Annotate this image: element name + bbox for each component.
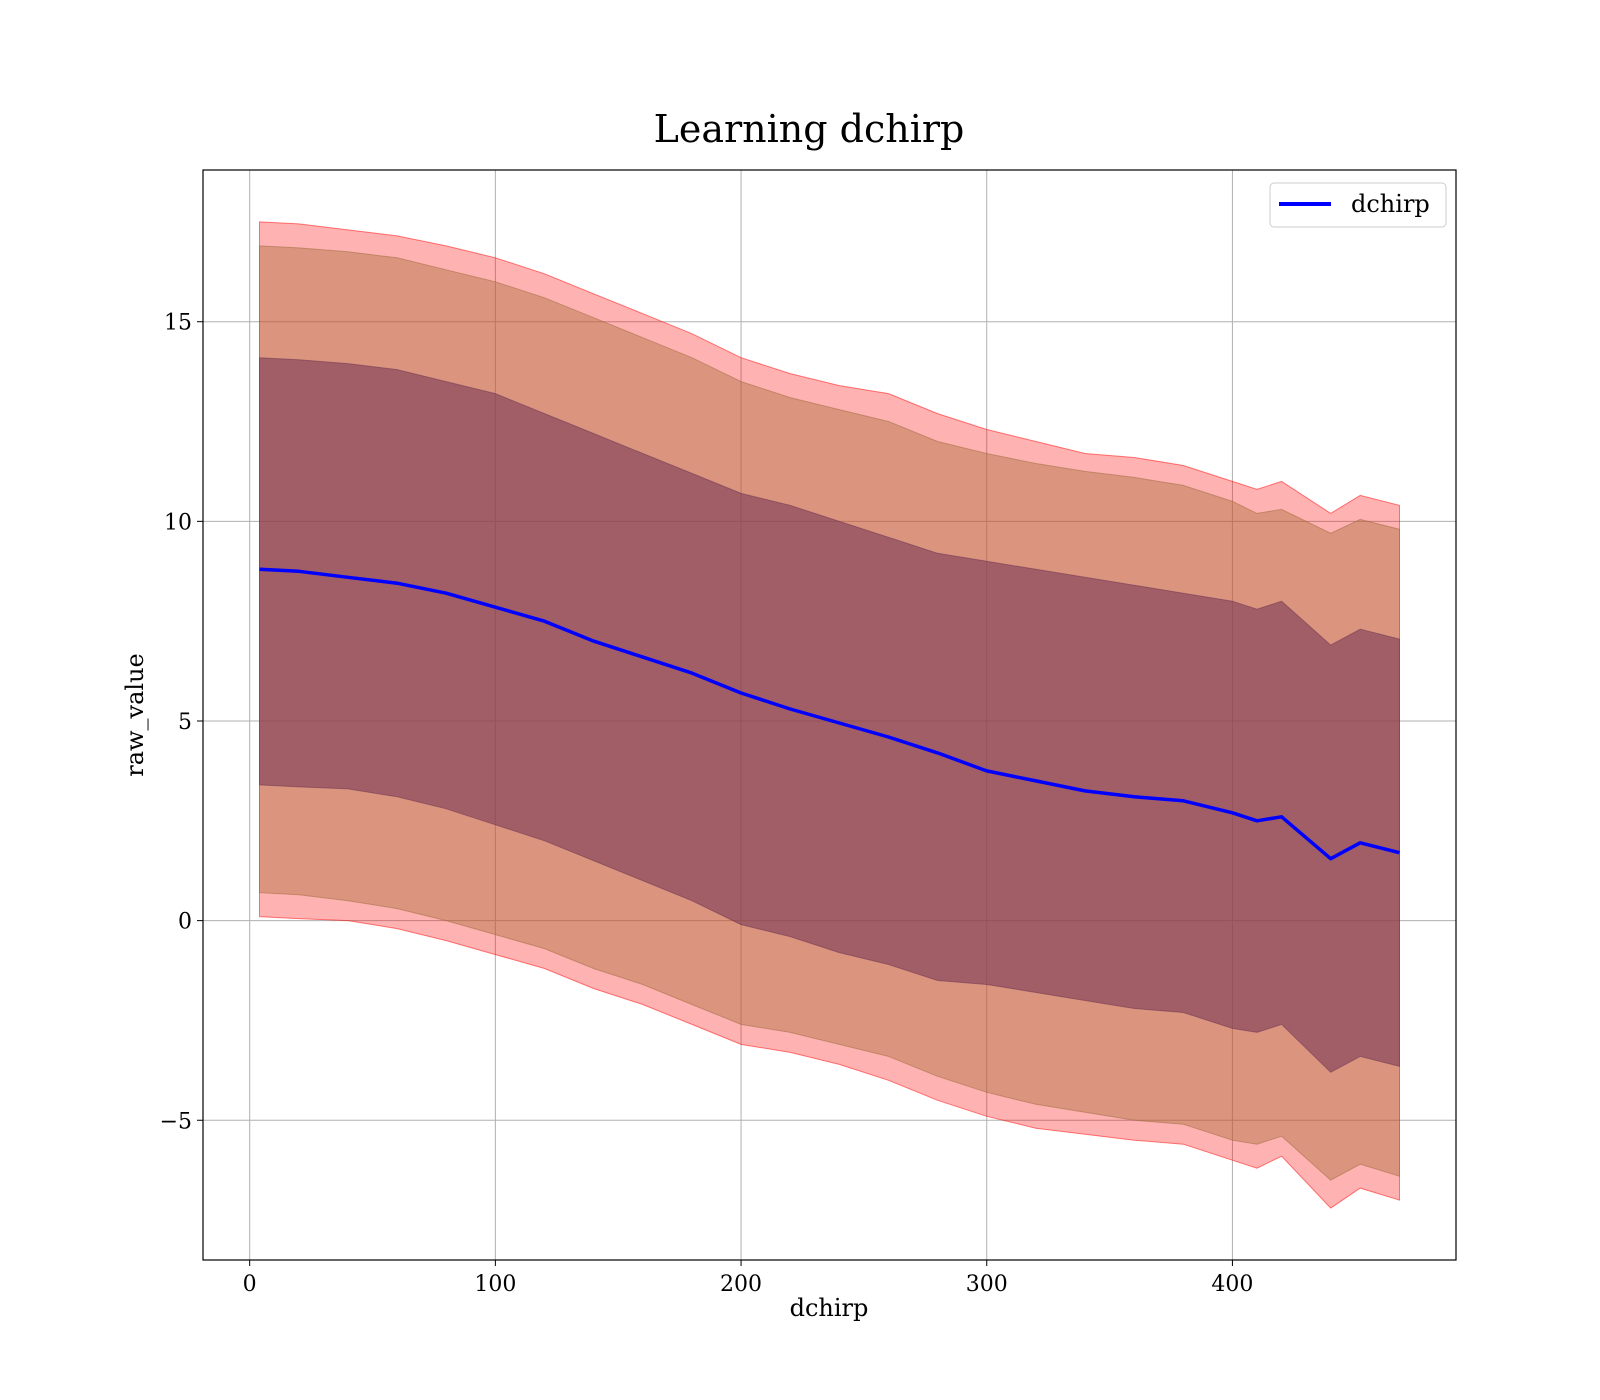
series-line-dchirp bbox=[259, 567, 1400, 861]
x-tick-label-2: 200 bbox=[720, 1272, 762, 1297]
line-layer bbox=[259, 567, 1400, 861]
x-tick-label-1: 100 bbox=[474, 1272, 516, 1297]
chart-title: Learning dchirp bbox=[654, 107, 965, 151]
plot-frame bbox=[202, 169, 1457, 1261]
y-tick-label-2: 5 bbox=[178, 710, 192, 735]
band-area-2 bbox=[259, 357, 1400, 1073]
x-axis-label: dchirp bbox=[790, 1294, 869, 1322]
band-layer bbox=[259, 221, 1400, 1209]
y-tick-label-0: −5 bbox=[160, 1109, 192, 1134]
x-axis: 0 100 200 300 400 bbox=[243, 1260, 1253, 1297]
x-tick-label-4: 400 bbox=[1211, 1272, 1253, 1297]
y-tick-label-4: 15 bbox=[164, 311, 192, 336]
y-tick-label-3: 10 bbox=[164, 510, 192, 535]
y-axis-label: raw_value bbox=[121, 653, 149, 777]
x-tick-label-0: 0 bbox=[243, 1272, 257, 1297]
legend-label-dchirp: dchirp bbox=[1351, 190, 1430, 218]
y-axis: −5 0 5 10 15 bbox=[160, 311, 203, 1134]
legend: dchirp bbox=[1269, 182, 1447, 228]
x-tick-label-3: 300 bbox=[966, 1272, 1008, 1297]
legend-box bbox=[1269, 182, 1447, 228]
y-tick-label-1: 0 bbox=[178, 910, 192, 935]
